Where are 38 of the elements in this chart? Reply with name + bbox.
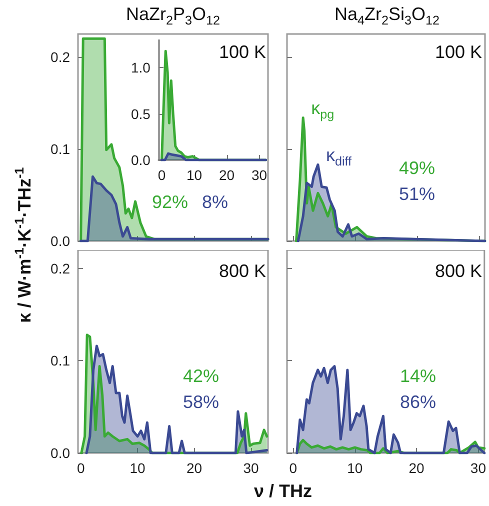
x-tick-label: 30 xyxy=(252,167,268,183)
annotation: 800 K xyxy=(434,261,482,281)
x-tick-label: 30 xyxy=(243,460,259,476)
annotation: 51% xyxy=(399,184,436,204)
chart-title: Na$_{4}$Zr$_{2}$Si$_{3}$O$_{12}$ xyxy=(334,4,440,30)
x-tick-label: 20 xyxy=(408,460,425,476)
chart-title: NaZr$_{2}$P$_{3}$O$_{12}$ xyxy=(126,4,220,30)
y-tick-label: 0.0 xyxy=(50,445,70,461)
x-tick-label: 20 xyxy=(186,460,202,476)
y-tick-label: 0.0 xyxy=(50,233,70,249)
x-tick-label: 0 xyxy=(289,460,298,476)
annotation: 58% xyxy=(183,392,220,412)
annotation: 800 K xyxy=(218,261,266,281)
annotation: 14% xyxy=(400,366,436,386)
annotation: 92% xyxy=(152,192,188,212)
annotation: 42% xyxy=(183,366,220,386)
x-tick-label: 30 xyxy=(470,460,486,476)
y-tick-label: 0.1 xyxy=(50,141,70,157)
annotation: 86% xyxy=(400,392,436,412)
y-tick-label: 0.2 xyxy=(50,49,70,65)
y-tick-label: 0.5 xyxy=(130,106,151,122)
x-tick-label: 10 xyxy=(130,460,146,476)
x-tick-label: 0 xyxy=(76,460,85,476)
y-tick-label: 0.2 xyxy=(50,260,70,276)
series-label: κ$_{pg}$ xyxy=(311,98,334,124)
y-tick-label: 0.0 xyxy=(130,152,151,168)
annotation: 100 K xyxy=(218,42,266,62)
y-tick-label: 1.0 xyxy=(130,60,151,76)
annotation: 100 K xyxy=(434,42,482,62)
annotation: 8% xyxy=(202,192,228,212)
series-label: κ$_{diff}$ xyxy=(326,144,352,170)
x-tick-label: 10 xyxy=(186,167,202,183)
x-tick-label: 0 xyxy=(158,167,166,183)
y-tick-label: 0.1 xyxy=(50,352,70,369)
x-tick-label: 10 xyxy=(347,460,363,476)
annotation: 49% xyxy=(399,158,436,178)
x-axis-title: ν / THz xyxy=(254,481,312,501)
x-tick-label: 20 xyxy=(218,167,235,183)
